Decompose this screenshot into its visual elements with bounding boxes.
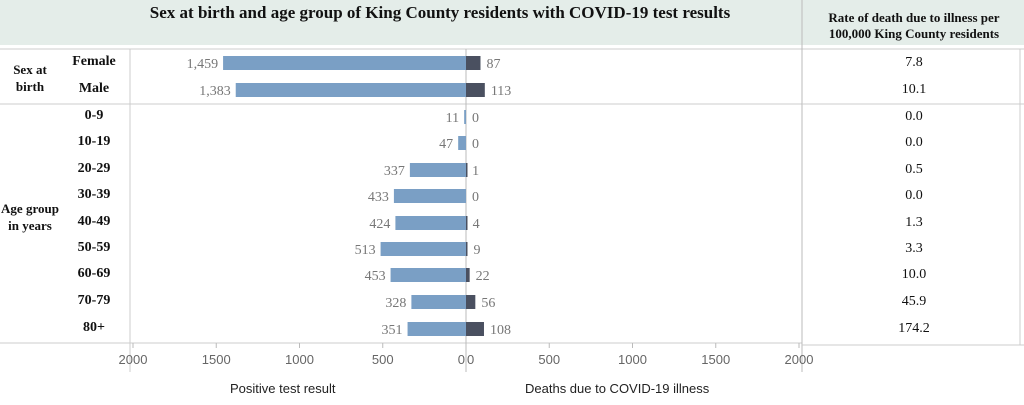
death-value-label: 113	[491, 84, 511, 99]
row-label: Male	[78, 81, 110, 96]
row-label: 30-39	[77, 187, 111, 202]
positive-bar	[458, 136, 466, 150]
positive-value-label: 513	[355, 243, 376, 258]
positive-value-label: 1,459	[187, 57, 219, 72]
death-value-label: 0	[472, 111, 479, 126]
rate-value: 7.8	[905, 55, 923, 70]
death-bar	[466, 83, 485, 97]
right-axis-tick-label: 1000	[618, 352, 647, 367]
death-bar	[466, 216, 468, 230]
death-bar	[466, 242, 468, 256]
death-value-label: 0	[472, 190, 479, 205]
group-label-age: Age group in years	[1, 201, 59, 233]
row-label: 10-19	[77, 134, 111, 149]
positive-value-label: 328	[385, 296, 406, 311]
left-axis-tick-label: 2000	[118, 352, 148, 367]
death-value-label: 0	[472, 137, 479, 152]
death-bar	[466, 268, 470, 282]
rate-value: 10.0	[901, 267, 927, 282]
positive-bar	[390, 268, 466, 282]
rate-value: 10.1	[901, 82, 927, 97]
rate-value: 45.9	[901, 294, 927, 309]
death-value-label: 4	[473, 217, 480, 232]
right-axis-tick-label: 500	[538, 352, 561, 367]
death-value-label: 108	[490, 323, 511, 338]
positive-bar	[409, 163, 466, 177]
rate-value: 1.3	[905, 215, 923, 230]
positive-bar	[395, 216, 466, 230]
right-axis-tick-label: 1500	[701, 352, 731, 367]
left-axis-tick-label: 1000	[285, 352, 314, 367]
row-label: 80+	[83, 320, 105, 335]
positive-value-label: 453	[365, 269, 386, 284]
positive-value-label: 47	[439, 137, 453, 152]
positive-bar	[464, 110, 466, 124]
death-value-label: 87	[486, 57, 500, 72]
left-axis-title: Positive test result	[230, 381, 336, 396]
positive-bar	[411, 295, 466, 309]
death-value-label: 56	[481, 296, 495, 311]
death-bar	[466, 56, 481, 70]
right-axis-tick-label: 2000	[784, 352, 814, 367]
rate-value: 174.2	[898, 321, 930, 336]
rate-value: 3.3	[905, 241, 923, 256]
left-axis-tick-label: 0	[457, 352, 465, 367]
positive-bar	[407, 322, 466, 336]
positive-value-label: 424	[369, 217, 390, 232]
death-bar	[466, 163, 468, 177]
positive-bar	[380, 242, 466, 256]
row-label: Female	[72, 54, 116, 69]
rate-value: 0.0	[905, 109, 923, 124]
row-label: 20-29	[77, 161, 111, 176]
group-label-sex: Sex at birth	[13, 62, 47, 94]
positive-bar	[235, 83, 466, 97]
left-axis-tick-label: 500	[371, 352, 394, 367]
positive-value-label: 337	[384, 164, 405, 179]
death-value-label: 1	[472, 164, 479, 179]
positive-bar	[223, 56, 466, 70]
rate-value: 0.0	[905, 135, 923, 150]
rate-value: 0.5	[905, 162, 923, 177]
positive-value-label: 351	[382, 323, 403, 338]
positive-value-label: 11	[446, 111, 459, 126]
row-label: 60-69	[77, 266, 111, 281]
chart-title: Sex at birth and age group of King Count…	[149, 3, 731, 22]
positive-bar	[393, 189, 466, 203]
right-axis-tick-label: 0	[467, 352, 475, 367]
rate-column-title: Rate of death due to illness per 100,000…	[828, 10, 1000, 41]
row-label: 0-9	[84, 108, 104, 123]
right-axis-title: Deaths due to COVID-19 illness	[525, 381, 710, 396]
row-label: 50-59	[77, 240, 111, 255]
left-axis-tick-label: 1500	[201, 352, 231, 367]
row-label: 40-49	[77, 214, 111, 229]
row-label: 70-79	[77, 293, 111, 308]
positive-value-label: 1,383	[199, 84, 231, 99]
rate-value: 0.0	[905, 188, 923, 203]
rate-header-band	[802, 0, 1024, 45]
death-value-label: 9	[473, 243, 480, 258]
death-bar	[466, 295, 476, 309]
title-band	[0, 0, 802, 45]
positive-value-label: 433	[368, 190, 389, 205]
death-bar	[466, 322, 484, 336]
death-value-label: 22	[476, 269, 490, 284]
